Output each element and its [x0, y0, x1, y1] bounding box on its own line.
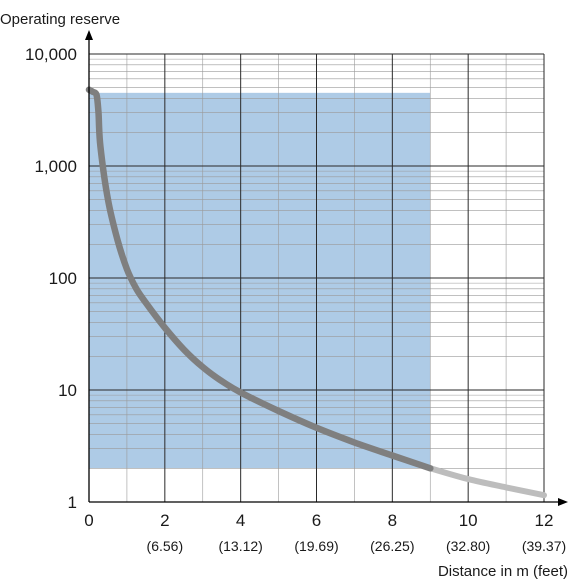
x-axis-arrow — [558, 498, 568, 506]
x-tick-sublabel: (39.37) — [522, 538, 566, 554]
x-tick-label: 6 — [312, 511, 321, 530]
x-tick-sublabel: (13.12) — [218, 538, 262, 554]
x-tick-sublabel: (32.80) — [446, 538, 490, 554]
x-tick-labels: 0 2 (6.56) 4 (13.12) 6 (19.69) 8 (26.25) 10 (32.80… — [84, 511, 566, 554]
y-axis-title: Operating reserve — [0, 11, 120, 28]
curve-layer — [85, 86, 547, 499]
y-tick-label: 10,000 — [25, 45, 77, 64]
shaded-region-layer — [89, 92, 431, 469]
x-tick-sublabel: (19.69) — [294, 538, 338, 554]
x-axis-title: Distance in m (feet) — [438, 563, 568, 580]
x-tick-sublabel: (26.25) — [370, 538, 414, 554]
x-tick-label: 12 — [535, 511, 554, 530]
curve-main — [85, 86, 434, 472]
y-tick-label: 100 — [49, 269, 77, 288]
curve-extension — [427, 465, 547, 499]
y-tick-label: 1 — [68, 493, 77, 512]
y-axis-arrow — [85, 30, 93, 40]
y-tick-labels: 1 10 100 1,000 10,000 — [25, 45, 77, 512]
y-tick-label: 1,000 — [34, 157, 77, 176]
x-tick-label: 10 — [459, 511, 478, 530]
x-tick-sublabel: (6.56) — [147, 538, 184, 554]
y-tick-label: 10 — [58, 381, 77, 400]
x-tick-label: 4 — [236, 511, 245, 530]
shaded-area — [89, 92, 431, 469]
x-tick-label: 0 — [84, 511, 93, 530]
axes — [85, 30, 568, 506]
x-tick-label: 2 — [160, 511, 169, 530]
x-tick-label: 8 — [388, 511, 397, 530]
